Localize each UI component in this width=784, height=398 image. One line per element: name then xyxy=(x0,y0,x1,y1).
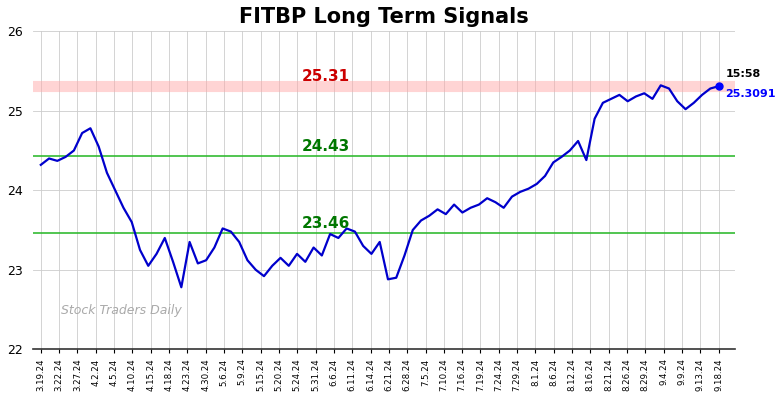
Text: 23.46: 23.46 xyxy=(301,216,350,231)
Text: Stock Traders Daily: Stock Traders Daily xyxy=(60,304,181,318)
Title: FITBP Long Term Signals: FITBP Long Term Signals xyxy=(239,7,528,27)
Text: 25.3091: 25.3091 xyxy=(725,89,775,99)
Text: 15:58: 15:58 xyxy=(725,69,760,79)
Text: 25.31: 25.31 xyxy=(301,68,350,84)
Text: 24.43: 24.43 xyxy=(301,139,350,154)
